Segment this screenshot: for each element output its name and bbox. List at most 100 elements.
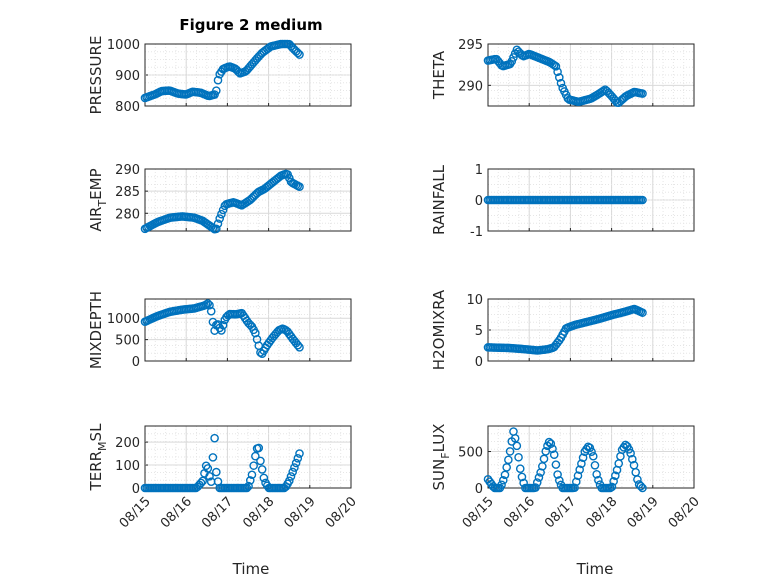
x-axis-label-left: Time — [232, 560, 270, 578]
y-tick-label: 1000 — [107, 38, 140, 53]
data-point — [286, 472, 296, 481]
panel-h2omixra: 0 5 10 H2OMIXRA — [430, 289, 695, 370]
data-point — [198, 476, 208, 486]
data-point — [551, 460, 561, 469]
data-point — [212, 467, 221, 477]
x-tick-label: 08/19 — [282, 494, 319, 531]
data-point — [512, 441, 522, 451]
y-tick-label: 290 — [458, 79, 483, 94]
y-tick-label: 900 — [115, 69, 140, 84]
y-tick-label: 1 — [475, 163, 483, 178]
data-point — [531, 483, 540, 492]
data-point — [205, 300, 214, 310]
data-point — [212, 86, 221, 95]
y-axis-label: MIXDEPTH — [87, 291, 105, 369]
data-point — [212, 224, 221, 234]
data-point — [626, 448, 635, 458]
data-point — [553, 470, 562, 479]
data-point — [555, 73, 564, 82]
data-point — [288, 467, 298, 477]
data-point — [498, 475, 508, 485]
y-axis-label: H2OMIXRA — [430, 289, 448, 370]
data-point — [295, 182, 304, 192]
data-point — [638, 89, 647, 98]
x-tick-label: 08/15 — [117, 494, 154, 531]
data-point — [293, 340, 303, 350]
axes-frame — [487, 43, 695, 107]
x-tick-label: 08/17 — [542, 494, 579, 531]
axes-frame — [487, 425, 695, 489]
y-tick-label: 0 — [132, 482, 140, 497]
x-tick-label: 08/19 — [625, 494, 662, 531]
y-tick-label: 10 — [466, 293, 483, 308]
data-point — [509, 53, 518, 62]
y-tick-label: 0 — [132, 355, 140, 370]
data-point — [587, 447, 596, 457]
data-point — [203, 464, 213, 473]
y-axis-label: TERRMSL — [87, 423, 109, 492]
data-point — [242, 483, 252, 493]
data-point — [517, 472, 527, 482]
x-tick-label: 08/18 — [240, 494, 277, 531]
data-point — [217, 209, 226, 219]
y-tick-label: 500 — [115, 334, 140, 349]
data-point — [213, 75, 223, 85]
x-tick-label: 08/17 — [199, 494, 236, 531]
axes-frame — [144, 298, 352, 362]
y-tick-label: 0 — [475, 194, 483, 209]
y-tick-label: 5 — [475, 324, 483, 339]
data-point — [555, 476, 564, 485]
data-point — [218, 320, 228, 330]
data-point — [245, 476, 255, 485]
figure-title: Figure 2 medium — [179, 16, 322, 34]
data-point — [203, 299, 213, 308]
data-point — [532, 478, 542, 487]
data-point — [510, 433, 520, 443]
y-axis-label: RAINFALL — [430, 164, 448, 235]
y-tick-label: 500 — [458, 446, 483, 461]
panel-rainfall: -1 0 1 RAINFALL — [430, 163, 695, 240]
x-tick-label: 08/16 — [158, 494, 195, 531]
data-point — [217, 326, 226, 335]
data-point — [244, 481, 253, 491]
data-point — [590, 460, 600, 470]
data-point — [208, 453, 218, 462]
y-tick-label: 0 — [475, 482, 483, 497]
x-tick-label: 08/20 — [323, 494, 360, 531]
y-tick-label: 280 — [115, 207, 140, 222]
panel-air-temp: 280 285 290 AIRTEMP — [87, 163, 352, 234]
data-point — [213, 219, 223, 228]
x-tick-label: 08/20 — [666, 494, 703, 531]
y-axis-label: THETA — [430, 50, 448, 100]
axes-frame — [144, 43, 352, 107]
data-point — [549, 60, 559, 70]
data-point — [556, 78, 566, 88]
y-tick-label: 1000 — [107, 312, 140, 327]
data-point — [546, 439, 556, 448]
data-point — [249, 461, 258, 470]
data-point — [578, 453, 588, 463]
y-tick-label: 285 — [115, 185, 140, 200]
data-point — [295, 449, 304, 458]
data-point — [592, 469, 601, 479]
data-point — [196, 478, 206, 488]
panel-terr-msl: 0 100 200 TERRMSL 08/15 08/16 08/17 08/18 08/19 0… — [87, 423, 360, 531]
data-point — [295, 343, 304, 352]
data-point — [247, 470, 257, 480]
data-point — [256, 456, 265, 466]
data-point — [291, 458, 301, 468]
data-point — [638, 195, 647, 205]
data-point — [575, 465, 584, 475]
data-point — [611, 471, 620, 480]
x-axis-label-right: Time — [576, 560, 614, 578]
data-point — [638, 308, 647, 317]
data-point — [573, 471, 583, 481]
data-point — [636, 481, 646, 491]
data-point — [259, 473, 269, 483]
data-point — [285, 476, 294, 486]
data-point — [548, 444, 557, 454]
data-point — [607, 482, 617, 492]
data-point — [257, 465, 267, 474]
y-tick-label: 295 — [458, 38, 483, 53]
